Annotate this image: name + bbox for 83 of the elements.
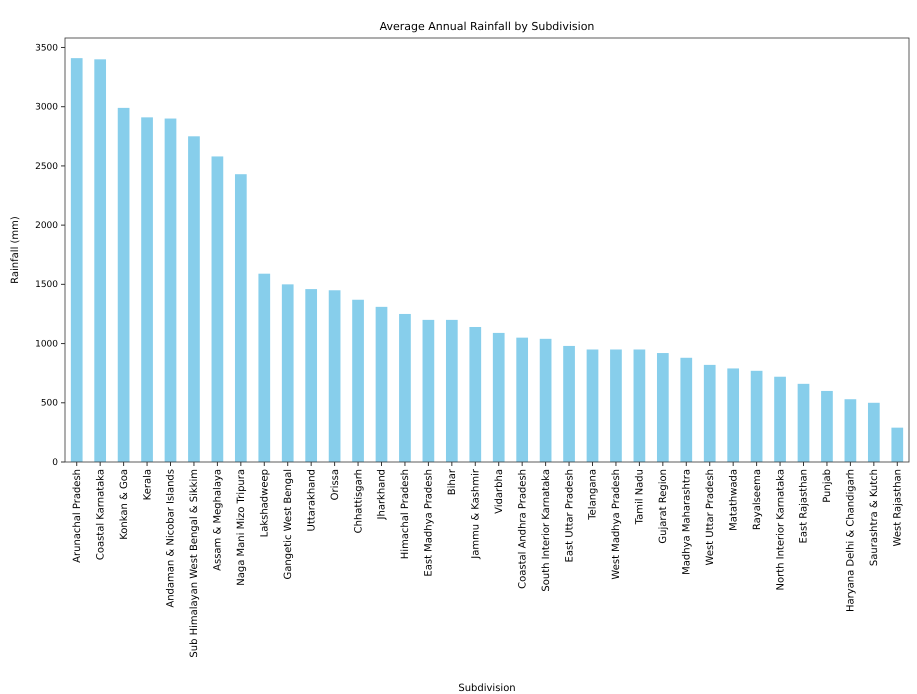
y-tick-label: 1500 bbox=[35, 280, 58, 290]
x-tick-label: Rayalseema bbox=[752, 469, 763, 530]
bar bbox=[868, 402, 880, 462]
x-tick-label: South Interior Karnataka bbox=[540, 469, 552, 592]
x-tick-label: Kerala bbox=[142, 469, 154, 500]
bar bbox=[94, 59, 106, 462]
bar bbox=[516, 338, 528, 462]
x-tick-label: Gangetic West Bengal bbox=[282, 469, 294, 580]
chart-title: Average Annual Rainfall by Subdivision bbox=[380, 20, 594, 33]
x-tick-label: Sub Himalayan West Bengal & Sikkim bbox=[189, 469, 200, 658]
bar bbox=[727, 368, 740, 462]
x-tick-label: Gujarat Region bbox=[658, 469, 670, 544]
y-tick-label: 2000 bbox=[35, 221, 58, 232]
x-tick-label: Assam & Meghalaya bbox=[212, 469, 224, 571]
bar bbox=[586, 349, 598, 462]
x-axis-title: Subdivision bbox=[458, 683, 516, 694]
bar bbox=[563, 346, 575, 462]
bar bbox=[234, 174, 247, 462]
bar bbox=[399, 314, 411, 462]
x-tick-label: Saurashtra & Kutch bbox=[869, 469, 880, 566]
x-tick-label: Madhya Maharashtra bbox=[681, 469, 692, 575]
bar bbox=[891, 428, 904, 462]
x-tick-label: West Uttar Pradesh bbox=[704, 469, 716, 566]
bar bbox=[844, 399, 856, 462]
x-tick-label: Telangana bbox=[588, 469, 599, 521]
bar bbox=[188, 136, 200, 462]
x-tick-label: Jharkhand bbox=[376, 469, 388, 520]
y-tick-label: 2500 bbox=[35, 162, 58, 172]
y-tick-label: 1000 bbox=[35, 339, 58, 350]
bar bbox=[352, 300, 364, 462]
x-tick-label: Coastal Andhra Pradesh bbox=[517, 469, 528, 589]
y-tick-label: 3500 bbox=[35, 43, 58, 54]
x-tick-label: West Rajasthan bbox=[892, 469, 904, 546]
x-tick-label: Tamil Nadu bbox=[634, 469, 646, 526]
x-tick-label: Andaman & Nicobar Islands bbox=[166, 469, 177, 608]
x-tick-label: Jammu & Kashmir bbox=[470, 468, 482, 560]
bar bbox=[258, 274, 270, 462]
bar bbox=[328, 290, 340, 462]
bar bbox=[798, 384, 810, 462]
bar bbox=[656, 353, 669, 462]
bar bbox=[422, 320, 434, 462]
bar bbox=[70, 58, 83, 462]
x-tick-label: Konkan & Goa bbox=[118, 469, 130, 540]
bar bbox=[634, 349, 646, 462]
y-tick-label: 0 bbox=[52, 458, 58, 468]
bar bbox=[141, 117, 153, 462]
x-tick-label: Uttarakhand bbox=[306, 469, 318, 532]
x-tick-label: Himachal Pradesh bbox=[400, 469, 412, 560]
bar bbox=[282, 284, 294, 462]
bar bbox=[680, 358, 692, 462]
y-axis-title: Rainfall (mm) bbox=[10, 216, 21, 284]
x-tick-label: Chhattisgarh bbox=[353, 469, 364, 534]
x-tick-label: Matathwada bbox=[728, 469, 740, 531]
x-tick-label: Naga Mani Mizo Tripura bbox=[236, 469, 248, 586]
bar bbox=[750, 370, 762, 462]
bar bbox=[305, 289, 318, 462]
x-tick-label: Bihar bbox=[447, 468, 458, 496]
x-tick-label: Orissa bbox=[330, 469, 341, 500]
bar bbox=[492, 332, 505, 462]
x-tick-label: Punjab bbox=[822, 469, 834, 503]
bar bbox=[212, 156, 224, 462]
x-tick-label: East Rajasthan bbox=[798, 469, 810, 544]
bar bbox=[469, 326, 482, 462]
bar bbox=[446, 320, 458, 462]
bar bbox=[610, 349, 622, 462]
bar bbox=[704, 364, 716, 462]
x-tick-label: East Madhya Pradesh bbox=[424, 469, 435, 577]
bar bbox=[118, 108, 130, 462]
x-tick-label: East Uttar Pradesh bbox=[564, 469, 576, 562]
x-tick-label: West Madhya Pradesh bbox=[611, 469, 622, 580]
x-tick-label: Haryana Delhi & Chandigarh bbox=[846, 469, 857, 612]
x-tick-label: Lakshadweep bbox=[259, 469, 270, 538]
x-tick-label: Vidarbha bbox=[494, 469, 505, 514]
y-tick-label: 3000 bbox=[35, 102, 58, 113]
bar bbox=[774, 376, 786, 462]
bar bbox=[376, 306, 388, 462]
x-tick-label: Arunachal Pradesh bbox=[72, 469, 83, 563]
y-tick-label: 500 bbox=[40, 398, 58, 409]
x-tick-label: Coastal Karnataka bbox=[95, 469, 106, 560]
bar bbox=[540, 338, 552, 462]
bar bbox=[164, 118, 176, 462]
bar bbox=[821, 390, 833, 462]
x-tick-label: North Interior Karnataka bbox=[775, 469, 786, 591]
